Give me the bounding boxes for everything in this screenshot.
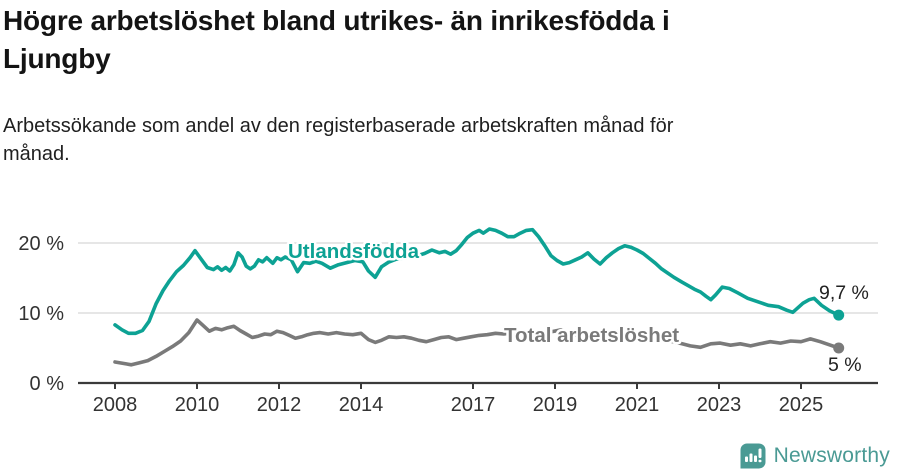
logo-bar-tall xyxy=(749,453,753,462)
logo-exclamation-dot xyxy=(758,459,762,463)
x-tick-label: 2008 xyxy=(93,394,138,416)
series-line-1 xyxy=(113,318,841,367)
page-title-line1: Högre arbetslöshet bland utrikes- än inr… xyxy=(3,5,670,36)
y-tick-label: 10 % xyxy=(18,303,64,325)
brand-name: Newsworthy xyxy=(773,444,890,467)
chart-subtitle-line1: Arbetssökande som andel av den registerb… xyxy=(3,115,674,137)
x-tick-label: 2023 xyxy=(697,394,742,416)
logo-bar-medium xyxy=(753,455,757,462)
chart-subtitle-line2: månad. xyxy=(3,143,70,165)
x-tick-label: 2019 xyxy=(533,394,578,416)
page-title: Högre arbetslöshet bland utrikes- än inr… xyxy=(3,2,863,78)
x-tick-label: 2025 xyxy=(779,394,824,416)
y-tick-label: 20 % xyxy=(18,233,64,255)
series-label-0: Utlandsfödda xyxy=(288,240,420,263)
brand-footer: Newsworthy xyxy=(740,443,890,469)
x-tick-label: 2014 xyxy=(339,394,384,416)
x-tick-label: 2017 xyxy=(451,394,496,416)
end-value-label-0: 9,7 % xyxy=(819,282,869,304)
series-end-dot-0 xyxy=(833,309,845,321)
series-end-dot-1 xyxy=(833,342,845,354)
chart-subtitle: Arbetssökande som andel av den registerb… xyxy=(3,112,863,168)
series-line-0 xyxy=(113,227,841,336)
x-tick-label: 2021 xyxy=(615,394,660,416)
series-label-1: Total arbetslöshet xyxy=(504,324,679,347)
x-tick-label: 2012 xyxy=(257,394,302,416)
newsworthy-logo-icon xyxy=(740,443,766,469)
page-title-line2: Ljungby xyxy=(3,43,111,74)
end-value-label-1: 5 % xyxy=(828,354,862,376)
logo-bar-short xyxy=(744,456,748,462)
y-tick-label: 0 % xyxy=(30,373,65,395)
x-tick-label: 2010 xyxy=(175,394,220,416)
logo-exclamation-stem xyxy=(758,448,762,458)
